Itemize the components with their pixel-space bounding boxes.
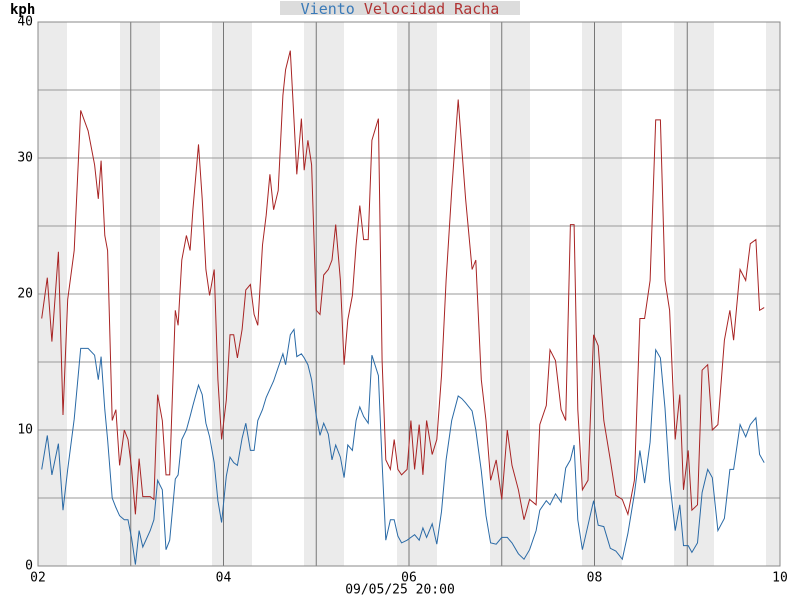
y-tick-label: 20: [17, 287, 33, 302]
legend-entry: Velocidad Racha: [364, 0, 499, 18]
y-tick-label: 10: [17, 423, 33, 438]
legend: Viento Velocidad Racha: [301, 0, 500, 18]
x-tick-label: 02: [30, 571, 46, 586]
x-tick-label: 10: [772, 571, 788, 586]
series-line: [41, 50, 765, 520]
x-tick-label: 04: [216, 571, 232, 586]
plot-frame: [37, 21, 781, 567]
y-tick-label: 30: [17, 151, 33, 166]
y-tick-label: 40: [17, 15, 33, 30]
legend-entry: Viento: [301, 0, 355, 18]
series-line: [41, 327, 765, 565]
x-tick-label: 08: [587, 571, 603, 586]
x-tick-label: 06: [401, 571, 417, 586]
y-tick-label: 0: [25, 559, 33, 574]
annotation: 09/05/25 20:00: [345, 583, 455, 598]
title-background: [280, 1, 520, 15]
y-axis-label: kph: [10, 2, 35, 18]
